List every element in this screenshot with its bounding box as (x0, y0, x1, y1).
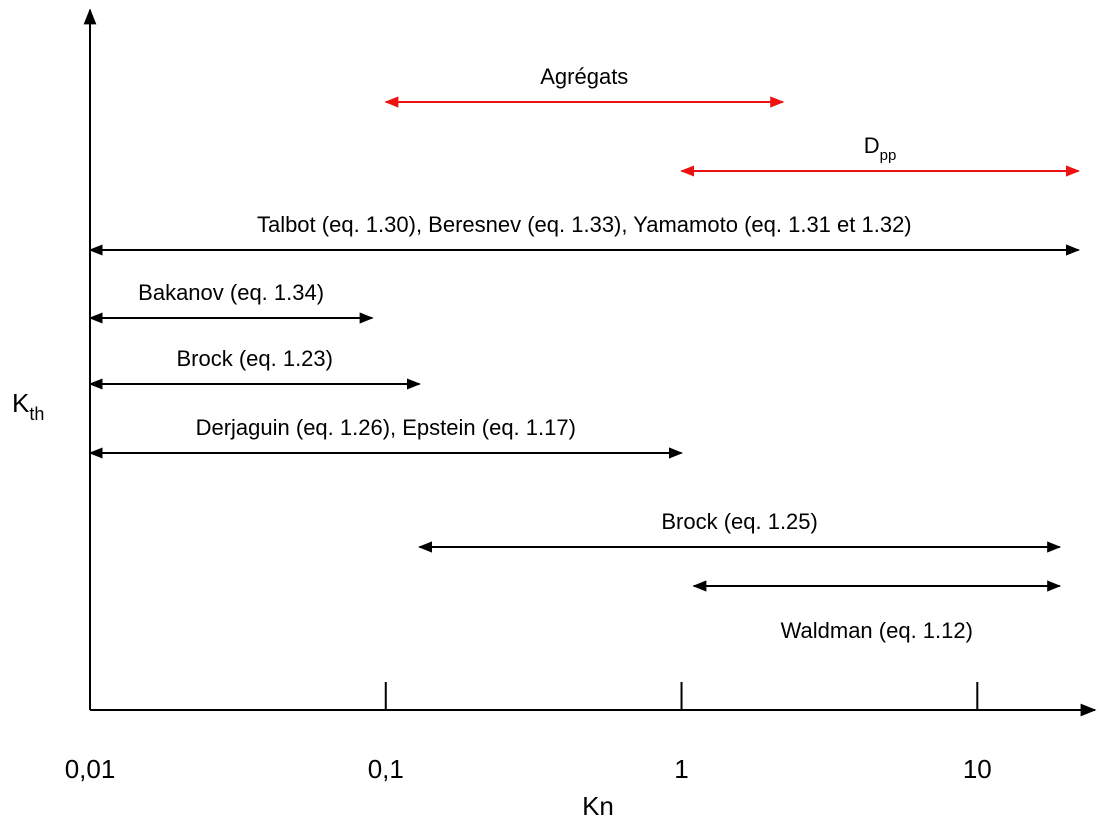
x-tick-label: 10 (963, 754, 992, 784)
range-label: Brock (eq. 1.25) (661, 509, 818, 534)
x-tick-label: 1 (674, 754, 688, 784)
x-tick-label: 0,1 (368, 754, 404, 784)
range-label: Derjaguin (eq. 1.26), Epstein (eq. 1.17) (196, 415, 576, 440)
y-label-main: K (12, 388, 30, 418)
y-label-sub: th (29, 404, 44, 424)
range-label: Bakanov (eq. 1.34) (138, 280, 324, 305)
x-tick-label: 0,01 (65, 754, 116, 784)
y-axis-label: Kth (12, 388, 44, 424)
x-axis-label: Kn (582, 791, 614, 821)
range-label: Talbot (eq. 1.30), Beresnev (eq. 1.33), … (257, 212, 912, 237)
range-label-main: D (864, 133, 880, 158)
range-label: Brock (eq. 1.23) (176, 346, 333, 371)
range-label: Dpp (864, 133, 897, 164)
range-label-sub: pp (880, 147, 897, 164)
range-label: Agrégats (540, 64, 628, 89)
range-label: Waldman (eq. 1.12) (781, 618, 973, 643)
